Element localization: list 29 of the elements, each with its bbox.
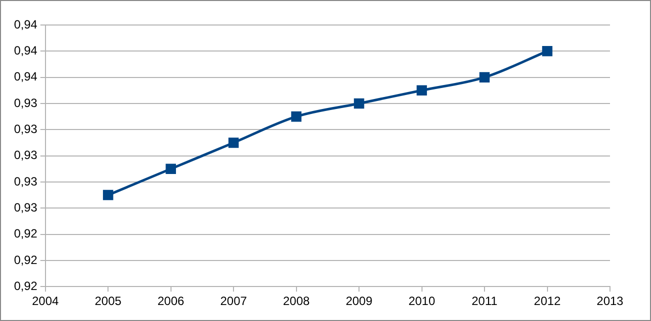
- point: [102, 190, 114, 200]
- x-tick-label: 2008: [282, 294, 310, 308]
- y-tick-label: 0,94: [14, 70, 38, 84]
- point: [416, 85, 427, 96]
- x-tick-label: 2012: [534, 294, 561, 308]
- x-tick-label: 2004: [32, 294, 60, 308]
- point: [479, 72, 490, 82]
- x-tick-label: 2010: [408, 294, 436, 308]
- y-tick-label: 0,93: [14, 174, 38, 188]
- y-tick-label: 0,93: [14, 148, 38, 162]
- y-tick-label: 0,92: [14, 226, 38, 241]
- point: [228, 138, 239, 148]
- x-tick-label: 2007: [220, 294, 248, 308]
- y-tick-label: 0,93: [14, 96, 38, 110]
- x-tick-label: 2011: [472, 294, 498, 308]
- x-tick-label: 2009: [346, 294, 373, 308]
- x-tick-label: 2006: [157, 294, 184, 308]
- point: [354, 98, 364, 109]
- x-tick-label: 2013: [596, 294, 624, 308]
- y-tick-label: 0,92: [14, 252, 38, 267]
- y-tick-label: 0,92: [14, 278, 38, 293]
- y-tick-label: 0,94: [14, 43, 38, 58]
- point: [166, 164, 176, 174]
- x-tick-label: 2005: [94, 294, 122, 308]
- point: [291, 111, 302, 122]
- y-tick-label: 0,93: [14, 122, 38, 136]
- point: [542, 46, 552, 56]
- y-tick-label: 0,93: [14, 200, 38, 214]
- y-tick-label: 0,94: [14, 17, 38, 32]
